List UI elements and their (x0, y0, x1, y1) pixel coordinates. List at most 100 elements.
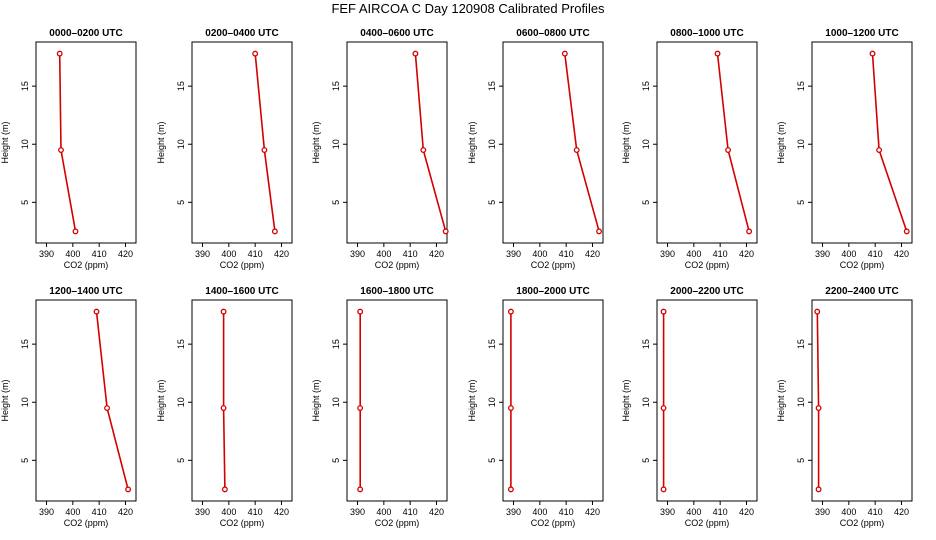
panel-1: 0000–0200 UTC 390 400 410 420 5 10 15 CO2 (ppm) H… (0, 28, 137, 270)
x-axis-label: CO2 (ppm) (220, 260, 265, 270)
data-point (660, 486, 667, 493)
panel-title: 0600–0800 UTC (516, 28, 589, 39)
x-tick-label: 400 (841, 507, 856, 517)
x-tick-label: 400 (65, 249, 80, 259)
y-tick-label: 10 (331, 139, 341, 149)
y-tick-label: 5 (487, 458, 497, 463)
x-tick-label: 390 (506, 507, 521, 517)
data-point (507, 308, 514, 315)
x-tick-label: 400 (532, 249, 547, 259)
panel-7: 1200–1400 UTC 390 400 410 420 5 10 15 CO2 (ppm) H… (0, 286, 137, 528)
x-tick-label: 410 (713, 249, 728, 259)
plot-frame (346, 299, 448, 502)
data-point (93, 308, 100, 315)
y-tick-label: 15 (176, 339, 186, 349)
data-point (221, 486, 228, 493)
panel-6: 1000–1200 UTC 390 400 410 420 5 10 15 CO2 (ppm) H… (776, 28, 913, 270)
panel-title: 1600–1800 UTC (360, 286, 433, 297)
data-point (357, 486, 364, 493)
y-tick-label: 10 (176, 139, 186, 149)
data-point (814, 308, 821, 315)
x-tick-label: 420 (585, 249, 600, 259)
x-tick-label: 390 (506, 249, 521, 259)
x-axis-label: CO2 (ppm) (64, 260, 109, 270)
data-point (714, 50, 721, 57)
plot-frame (502, 299, 604, 502)
data-point (261, 147, 268, 154)
y-tick-label: 15 (641, 339, 651, 349)
data-point (442, 228, 449, 235)
x-tick-label: 410 (248, 507, 263, 517)
x-tick-label: 420 (274, 507, 289, 517)
panel-2: 0200–0400 UTC 390 400 410 420 5 10 15 CO2 (ppm) H… (156, 28, 293, 270)
panel-title: 0800–1000 UTC (670, 28, 743, 39)
data-point (357, 308, 364, 315)
panels-grid: 0000–0200 UTC 390 400 410 420 5 10 15 CO2 (ppm) H… (0, 28, 913, 528)
y-axis-label: Height (m) (467, 379, 477, 421)
data-point (220, 308, 227, 315)
plot-frame (346, 41, 448, 244)
y-tick-label: 10 (487, 397, 497, 407)
x-axis-label: CO2 (ppm) (375, 518, 420, 528)
y-axis-label: Height (m) (0, 379, 10, 421)
x-tick-label: 410 (559, 507, 574, 517)
x-tick-label: 400 (686, 507, 701, 517)
panel-8: 1400–1600 UTC 390 400 410 420 5 10 15 CO2 (ppm) H… (156, 286, 293, 528)
x-tick-label: 420 (739, 507, 754, 517)
data-point (357, 405, 364, 412)
y-tick-label: 10 (20, 397, 30, 407)
data-point (507, 486, 514, 493)
x-tick-label: 410 (403, 507, 418, 517)
y-tick-label: 5 (796, 200, 806, 205)
y-tick-label: 10 (176, 397, 186, 407)
x-axis-label: CO2 (ppm) (64, 518, 109, 528)
y-tick-label: 5 (641, 200, 651, 205)
y-tick-label: 15 (796, 81, 806, 91)
panel-4: 0600–0800 UTC 390 400 410 420 5 10 15 CO2 (ppm) H… (467, 28, 604, 270)
profile-line (871, 53, 908, 232)
y-tick-label: 15 (331, 339, 341, 349)
y-axis-label: Height (m) (776, 379, 786, 421)
data-point (125, 486, 132, 493)
data-point (876, 147, 883, 154)
panel-title: 1800–2000 UTC (516, 286, 589, 297)
x-axis-label: CO2 (ppm) (375, 260, 420, 270)
y-tick-label: 5 (176, 458, 186, 463)
y-axis-label: Height (m) (311, 379, 321, 421)
x-tick-label: 390 (660, 249, 675, 259)
figure-title: FEF AIRCOA C Day 120908 Calibrated Profi… (331, 1, 605, 16)
x-tick-label: 390 (815, 249, 830, 259)
x-tick-label: 410 (92, 249, 107, 259)
profile-line (254, 53, 276, 232)
x-axis-label: CO2 (ppm) (531, 518, 576, 528)
panel-10: 1800–2000 UTC 390 400 410 420 5 10 15 CO2 (ppm) H… (467, 286, 604, 528)
x-tick-label: 420 (585, 507, 600, 517)
data-point (271, 228, 278, 235)
x-tick-label: 390 (195, 249, 210, 259)
x-tick-label: 400 (221, 507, 236, 517)
panel-title: 0000–0200 UTC (49, 28, 122, 39)
x-axis-label: CO2 (ppm) (840, 518, 885, 528)
x-tick-label: 390 (39, 249, 54, 259)
panel-title: 1200–1400 UTC (49, 286, 122, 297)
x-tick-label: 390 (195, 507, 210, 517)
data-point (412, 50, 419, 57)
y-tick-label: 15 (20, 339, 30, 349)
y-tick-label: 5 (641, 458, 651, 463)
y-tick-label: 15 (331, 81, 341, 91)
y-tick-label: 10 (331, 397, 341, 407)
data-point (104, 405, 111, 412)
y-tick-label: 10 (641, 397, 651, 407)
y-axis-label: Height (m) (311, 121, 321, 163)
data-point (725, 147, 732, 154)
y-axis-label: Height (m) (156, 121, 166, 163)
x-axis-label: CO2 (ppm) (531, 260, 576, 270)
x-axis-label: CO2 (ppm) (685, 260, 730, 270)
y-tick-label: 10 (20, 139, 30, 149)
panel-3: 0400–0600 UTC 390 400 410 420 5 10 15 CO2 (ppm) H… (311, 28, 449, 270)
x-tick-label: 410 (868, 249, 883, 259)
y-tick-label: 15 (641, 81, 651, 91)
profile-line (95, 311, 129, 490)
panel-title: 0400–0600 UTC (360, 28, 433, 39)
x-tick-label: 420 (274, 249, 289, 259)
